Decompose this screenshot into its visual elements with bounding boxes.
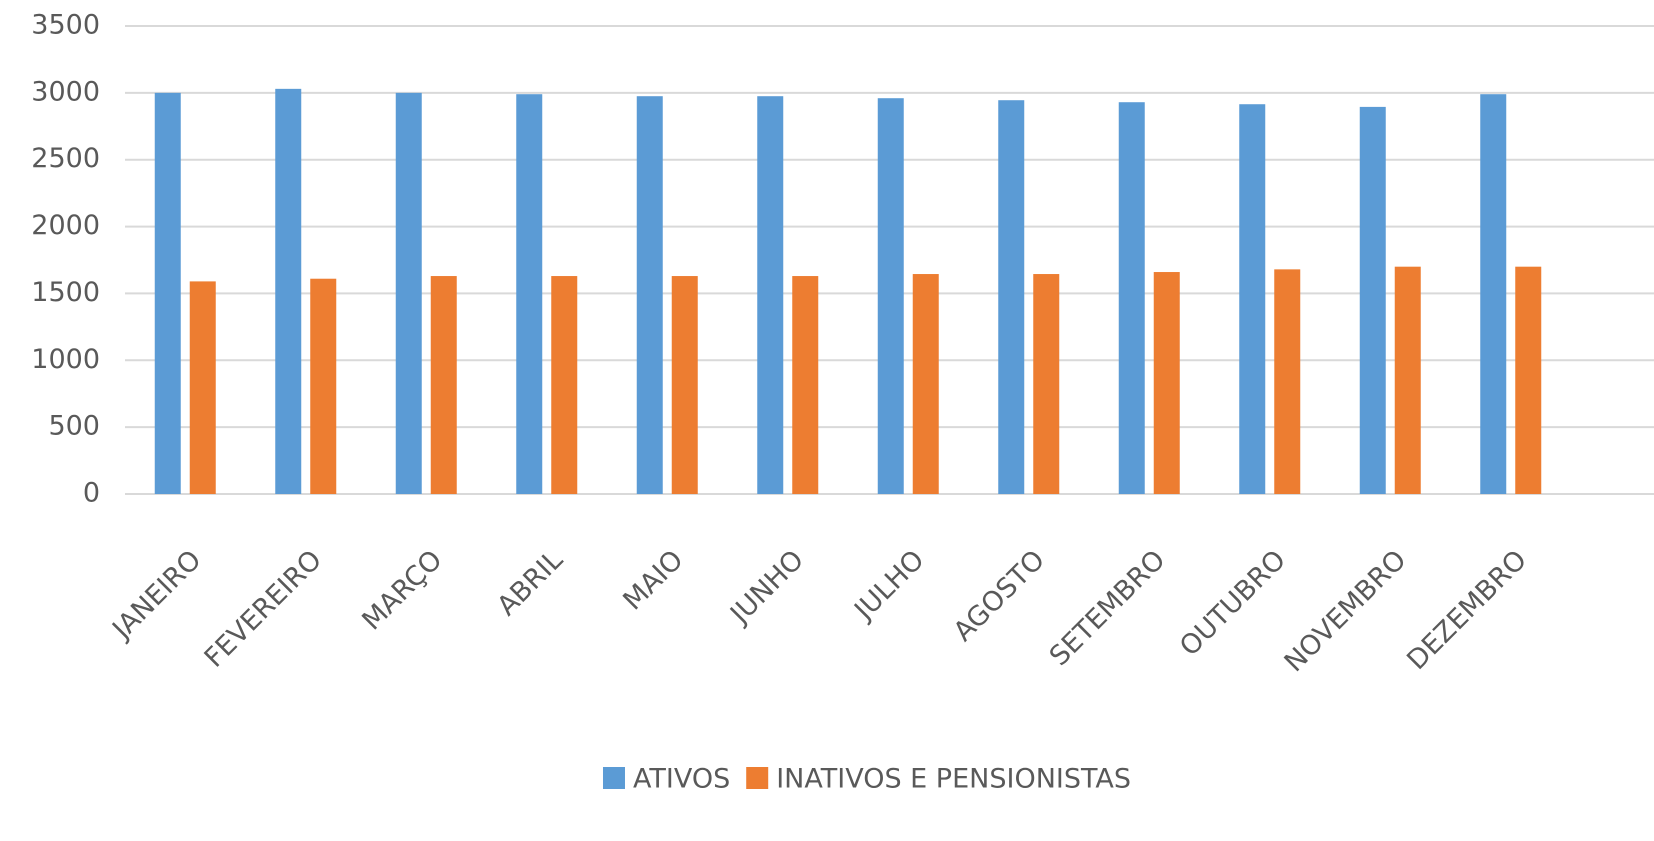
y-tick-label: 2500 bbox=[31, 143, 100, 174]
y-tick-label: 3500 bbox=[31, 10, 100, 41]
legend-label: ATIVOS bbox=[633, 764, 730, 795]
bar bbox=[1274, 269, 1301, 494]
bar bbox=[154, 92, 181, 494]
bar bbox=[189, 281, 216, 494]
y-tick-label: 2000 bbox=[31, 210, 100, 241]
x-tick-label: JANEIRO bbox=[106, 544, 208, 646]
x-tick-label: OUTUBRO bbox=[1174, 544, 1292, 662]
y-tick-label: 0 bbox=[83, 478, 100, 509]
bar bbox=[1359, 106, 1386, 494]
bar bbox=[877, 98, 904, 494]
bar bbox=[1394, 266, 1421, 494]
x-tick-label: JULHO bbox=[848, 544, 931, 627]
bar bbox=[757, 96, 784, 494]
legend-swatch bbox=[746, 767, 769, 789]
bar bbox=[1033, 274, 1060, 494]
y-tick-label: 500 bbox=[48, 411, 100, 442]
bar bbox=[1153, 272, 1180, 494]
y-tick-label: 1000 bbox=[31, 344, 100, 375]
bar bbox=[430, 276, 457, 494]
x-tick-label: DEZEMBRO bbox=[1401, 544, 1533, 676]
x-tick-label: SETEMBRO bbox=[1044, 544, 1172, 672]
bar bbox=[1480, 94, 1507, 495]
x-tick-label: AGOSTO bbox=[948, 544, 1051, 647]
legend-swatch bbox=[602, 767, 625, 789]
y-tick-label: 1500 bbox=[31, 277, 100, 308]
x-tick-label: FEVEREIRO bbox=[199, 544, 328, 673]
bar bbox=[310, 278, 337, 494]
bar bbox=[275, 88, 302, 495]
bar bbox=[551, 276, 578, 494]
x-tick-label: MARÇO bbox=[356, 544, 448, 636]
x-tick-label: JUNHO bbox=[723, 544, 810, 631]
bar bbox=[395, 92, 422, 494]
bar bbox=[1118, 102, 1145, 495]
x-tick-label: MAIO bbox=[617, 544, 689, 616]
x-tick-label: NOVEMBRO bbox=[1279, 544, 1413, 678]
bar bbox=[792, 276, 819, 494]
bar bbox=[636, 96, 663, 494]
y-tick-label: 3000 bbox=[31, 76, 100, 107]
bar bbox=[998, 100, 1025, 494]
bar bbox=[1239, 104, 1266, 495]
legend-label: INATIVOS E PENSIONISTAS bbox=[776, 764, 1131, 795]
x-tick-label: ABRIL bbox=[491, 544, 569, 622]
legend: ATIVOS INATIVOS E PENSIONISTAS bbox=[602, 764, 1131, 795]
bar bbox=[1515, 266, 1542, 494]
bar bbox=[912, 274, 939, 494]
bar bbox=[516, 94, 543, 495]
bar bbox=[671, 276, 698, 494]
